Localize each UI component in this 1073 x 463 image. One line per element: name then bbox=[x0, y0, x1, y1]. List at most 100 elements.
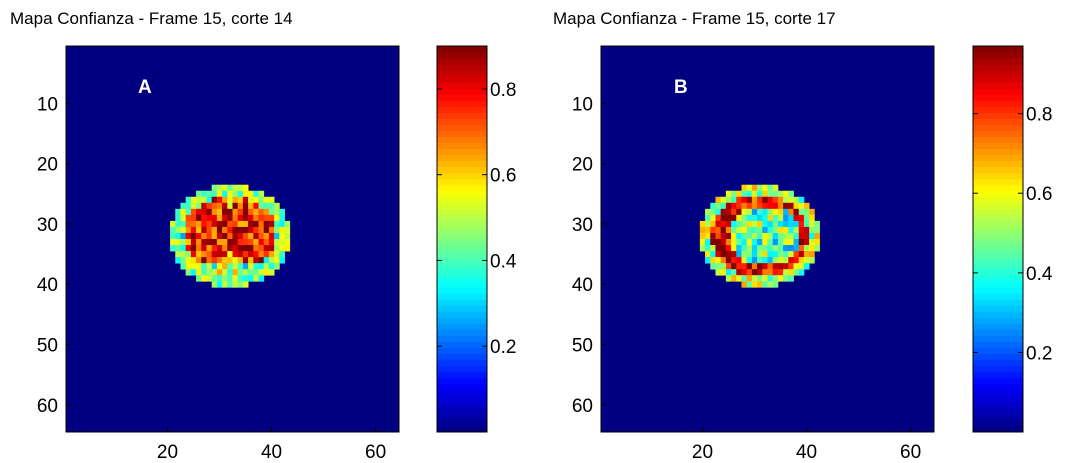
heatmap-cell bbox=[721, 251, 727, 257]
heatmap-cell bbox=[243, 275, 249, 281]
heatmap-cell bbox=[238, 263, 244, 269]
chart-panel-a: Mapa Confianza - Frame 15, corte 14 A 10… bbox=[10, 9, 517, 463]
heatmap-cell bbox=[809, 233, 815, 239]
heatmap-cell bbox=[264, 233, 270, 239]
heatmap-cell bbox=[809, 221, 815, 227]
heatmap-cell bbox=[191, 221, 197, 227]
heatmap-cell bbox=[279, 227, 285, 233]
colorbar-tick-label: 0.4 bbox=[490, 251, 517, 272]
heatmap-cell bbox=[731, 203, 737, 209]
heatmap-cell bbox=[721, 245, 727, 251]
heatmap-cell bbox=[238, 281, 244, 287]
heatmap-cell bbox=[222, 221, 228, 227]
heatmap-cell bbox=[731, 275, 737, 281]
heatmap-cell bbox=[248, 215, 254, 221]
heatmap-cell bbox=[741, 233, 747, 239]
heatmap-cell bbox=[222, 251, 228, 257]
colorbar-segment bbox=[973, 197, 1023, 204]
heatmap-cell bbox=[794, 203, 800, 209]
heatmap-cell bbox=[736, 275, 742, 281]
heatmap-cell bbox=[212, 281, 218, 287]
heatmap-cell bbox=[212, 275, 218, 281]
y-tick-label: 10 bbox=[37, 94, 58, 115]
heatmap-cell bbox=[783, 239, 789, 245]
heatmap-cell bbox=[721, 197, 727, 203]
heatmap-cell bbox=[715, 269, 721, 275]
colorbar-segment bbox=[437, 233, 487, 240]
heatmap-cell bbox=[191, 209, 197, 215]
heatmap-cell bbox=[773, 197, 779, 203]
heatmap-cell bbox=[788, 209, 794, 215]
heatmap-cell bbox=[778, 203, 784, 209]
heatmap-cell bbox=[747, 251, 753, 257]
heatmap-cell bbox=[705, 257, 711, 263]
heatmap-cell bbox=[206, 275, 212, 281]
heatmap-cell bbox=[227, 209, 233, 215]
heatmap-cell bbox=[794, 269, 800, 275]
heatmap-cell bbox=[222, 257, 228, 263]
heatmap-cell bbox=[180, 257, 186, 263]
heatmap-cell bbox=[274, 221, 280, 227]
heatmap-cell bbox=[762, 221, 768, 227]
heatmap-cell bbox=[762, 263, 768, 269]
heatmap-cell bbox=[264, 269, 270, 275]
heatmap-cell bbox=[243, 209, 249, 215]
heatmap-cell bbox=[783, 191, 789, 197]
heatmap-cell bbox=[201, 227, 207, 233]
heatmap-cell bbox=[804, 203, 810, 209]
colorbar-segment bbox=[437, 161, 487, 168]
heatmap-cell bbox=[731, 227, 737, 233]
heatmap-cell bbox=[726, 215, 732, 221]
heatmap-cell bbox=[773, 233, 779, 239]
heatmap-cell bbox=[747, 215, 753, 221]
colorbar-segment bbox=[973, 88, 1023, 95]
heatmap-cell bbox=[726, 257, 732, 263]
colorbar-segment bbox=[437, 112, 487, 119]
colorbar-segment bbox=[437, 323, 487, 330]
heatmap-cell bbox=[762, 233, 768, 239]
heatmap-cell bbox=[253, 191, 259, 197]
colorbar-segment bbox=[437, 167, 487, 174]
heatmap-cell bbox=[243, 185, 249, 191]
heatmap-cell bbox=[705, 221, 711, 227]
colorbar-segment bbox=[973, 420, 1023, 427]
heatmap-cell bbox=[757, 245, 763, 251]
heatmap-cell bbox=[783, 275, 789, 281]
colorbar-segment bbox=[437, 209, 487, 216]
heatmap-cell bbox=[721, 269, 727, 275]
heatmap-cell bbox=[274, 209, 280, 215]
colorbar-segment bbox=[973, 329, 1023, 336]
heatmap-cell bbox=[227, 185, 233, 191]
y-tick-label: 30 bbox=[37, 215, 58, 236]
colorbar-segment bbox=[973, 263, 1023, 270]
heatmap-cell bbox=[201, 215, 207, 221]
colorbar-segment bbox=[973, 257, 1023, 264]
heatmap-cell bbox=[778, 215, 784, 221]
heatmap-cell bbox=[191, 227, 197, 233]
y-tick-label: 20 bbox=[37, 155, 58, 176]
heatmap-cell bbox=[783, 227, 789, 233]
colorbar-tick-label: 0.6 bbox=[1026, 184, 1052, 205]
heatmap-cell bbox=[206, 191, 212, 197]
colorbar-segment bbox=[973, 251, 1023, 258]
heatmap-cell bbox=[248, 239, 254, 245]
heatmap-cell bbox=[741, 209, 747, 215]
heatmap-cell bbox=[217, 215, 223, 221]
heatmap-cell bbox=[212, 221, 218, 227]
heatmap-cell bbox=[762, 275, 768, 281]
heatmap-cell bbox=[285, 227, 291, 233]
heatmap-cell bbox=[741, 251, 747, 257]
colorbar-segment bbox=[437, 336, 487, 343]
heatmap-cell bbox=[217, 263, 223, 269]
heatmap-cell bbox=[274, 227, 280, 233]
colorbar-segment bbox=[973, 94, 1023, 101]
heatmap-cell bbox=[259, 227, 265, 233]
heatmap-cell bbox=[809, 251, 815, 257]
heatmap-cell bbox=[705, 239, 711, 245]
heatmap-cell bbox=[222, 269, 228, 275]
colorbar-segment bbox=[973, 348, 1023, 355]
heatmap-cell bbox=[269, 221, 275, 227]
heatmap-cell bbox=[243, 251, 249, 257]
heatmap-cell bbox=[269, 257, 275, 263]
heatmap-cell bbox=[279, 239, 285, 245]
